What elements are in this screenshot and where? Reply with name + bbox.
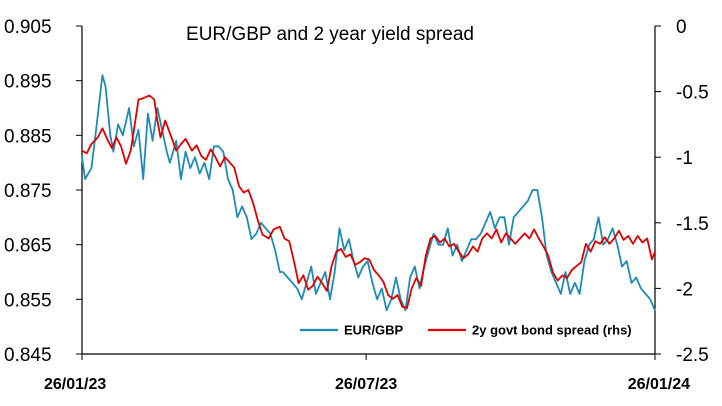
right-tick-label: -2 bbox=[676, 279, 693, 300]
x-tick-label: 26/01/24 bbox=[628, 376, 690, 393]
left-tick-label: 0.895 bbox=[4, 72, 52, 93]
right-tick-label: -1.5 bbox=[676, 214, 709, 235]
left-tick-label: 0.875 bbox=[4, 181, 52, 202]
left-tick-label: 0.905 bbox=[4, 17, 52, 38]
right-tick-label: -1 bbox=[676, 148, 693, 169]
legend: EUR/GBP 2y govt bond spread (rhs) bbox=[300, 323, 632, 338]
x-tick-label: 26/07/23 bbox=[335, 376, 397, 393]
left-tick-label: 0.885 bbox=[4, 126, 52, 147]
right-tick-label: -0.5 bbox=[676, 83, 709, 104]
right-tick-label: 0 bbox=[676, 17, 687, 38]
left-tick-label: 0.845 bbox=[4, 345, 52, 366]
legend-label-eurgbp: EUR/GBP bbox=[344, 323, 404, 338]
right-tick-label: -2.5 bbox=[676, 345, 709, 366]
left-tick-label: 0.855 bbox=[4, 290, 52, 311]
chart-title: EUR/GBP and 2 year yield spread bbox=[186, 24, 474, 45]
legend-label-spread: 2y govt bond spread (rhs) bbox=[472, 323, 632, 338]
x-tick-label: 26/01/23 bbox=[44, 376, 106, 393]
series-layer bbox=[81, 74, 656, 312]
axes-group: 0.905 0.895 0.885 0.875 0.865 0.855 0.845 0 -0.5… bbox=[4, 17, 709, 393]
left-tick-label: 0.865 bbox=[4, 236, 52, 257]
series-line-eurgbp bbox=[81, 74, 656, 312]
series-line-spread bbox=[81, 94, 656, 310]
